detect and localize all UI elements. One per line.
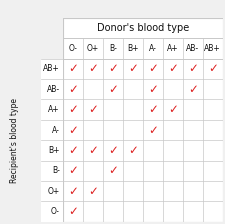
Text: AB+: AB+: [204, 44, 221, 53]
Text: ✓: ✓: [208, 62, 218, 75]
Text: ✓: ✓: [68, 83, 78, 96]
Text: ✓: ✓: [68, 62, 78, 75]
Text: O+: O+: [87, 44, 99, 53]
Text: A-: A-: [52, 125, 60, 135]
Text: ✓: ✓: [128, 62, 138, 75]
Text: ✓: ✓: [108, 164, 118, 177]
Text: ✓: ✓: [188, 83, 198, 96]
Bar: [40, 59, 63, 222]
Text: ✓: ✓: [128, 144, 138, 157]
Text: ✓: ✓: [88, 185, 98, 198]
Text: ✓: ✓: [68, 144, 78, 157]
Text: ✓: ✓: [68, 123, 78, 137]
Text: ✓: ✓: [68, 103, 78, 116]
Text: O+: O+: [47, 187, 60, 196]
Text: A+: A+: [167, 44, 179, 53]
Text: ✓: ✓: [168, 103, 178, 116]
Text: ✓: ✓: [108, 62, 118, 75]
Text: Recipient's blood type: Recipient's blood type: [10, 98, 19, 183]
Text: ✓: ✓: [88, 103, 98, 116]
Text: ✓: ✓: [188, 62, 198, 75]
Text: A+: A+: [48, 105, 60, 114]
Text: B+: B+: [48, 146, 60, 155]
Text: ✓: ✓: [148, 62, 158, 75]
Text: ✓: ✓: [68, 205, 78, 218]
Text: ✓: ✓: [88, 144, 98, 157]
Text: AB-: AB-: [47, 85, 60, 94]
Text: ✓: ✓: [148, 123, 158, 137]
Text: A-: A-: [149, 44, 157, 53]
Text: AB-: AB-: [186, 44, 199, 53]
Text: O-: O-: [69, 44, 77, 53]
Text: ✓: ✓: [148, 83, 158, 96]
Text: B-: B-: [109, 44, 117, 53]
Text: B+: B+: [127, 44, 139, 53]
Text: ✓: ✓: [68, 185, 78, 198]
Text: ✓: ✓: [108, 144, 118, 157]
Text: ✓: ✓: [68, 164, 78, 177]
Text: ✓: ✓: [148, 103, 158, 116]
Text: O-: O-: [51, 207, 60, 216]
Text: ✓: ✓: [88, 62, 98, 75]
Text: AB+: AB+: [43, 64, 60, 73]
Text: B-: B-: [52, 166, 60, 175]
Text: ✓: ✓: [108, 83, 118, 96]
Text: Donor's blood type: Donor's blood type: [97, 23, 189, 33]
Text: ✓: ✓: [168, 62, 178, 75]
